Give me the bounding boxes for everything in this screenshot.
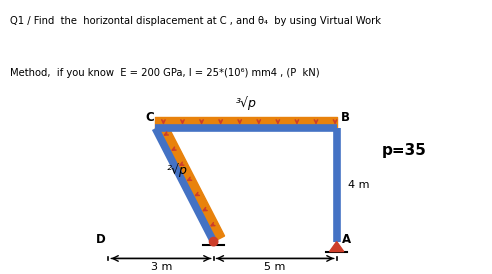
Text: ³√p: ³√p <box>236 96 256 110</box>
Text: Q1 / Find  the  horizontal displacement at C , and θ₄  by using Virtual Work: Q1 / Find the horizontal displacement at… <box>10 16 381 25</box>
Text: A: A <box>341 233 351 247</box>
Text: p=35: p=35 <box>382 144 427 158</box>
Polygon shape <box>155 123 224 242</box>
Text: ²√p: ²√p <box>167 163 187 177</box>
Text: Method,  if you know  E = 200 GPa, I = 25*(10⁶) mm4 , (P  kN): Method, if you know E = 200 GPa, I = 25*… <box>10 68 319 78</box>
Text: 3 m: 3 m <box>151 262 173 272</box>
Text: 4 m: 4 m <box>348 180 369 190</box>
Text: B: B <box>340 112 349 124</box>
Polygon shape <box>330 242 344 252</box>
Text: D: D <box>95 233 105 246</box>
Text: C: C <box>145 112 154 124</box>
Text: 5 m: 5 m <box>265 262 286 272</box>
Circle shape <box>210 237 218 246</box>
